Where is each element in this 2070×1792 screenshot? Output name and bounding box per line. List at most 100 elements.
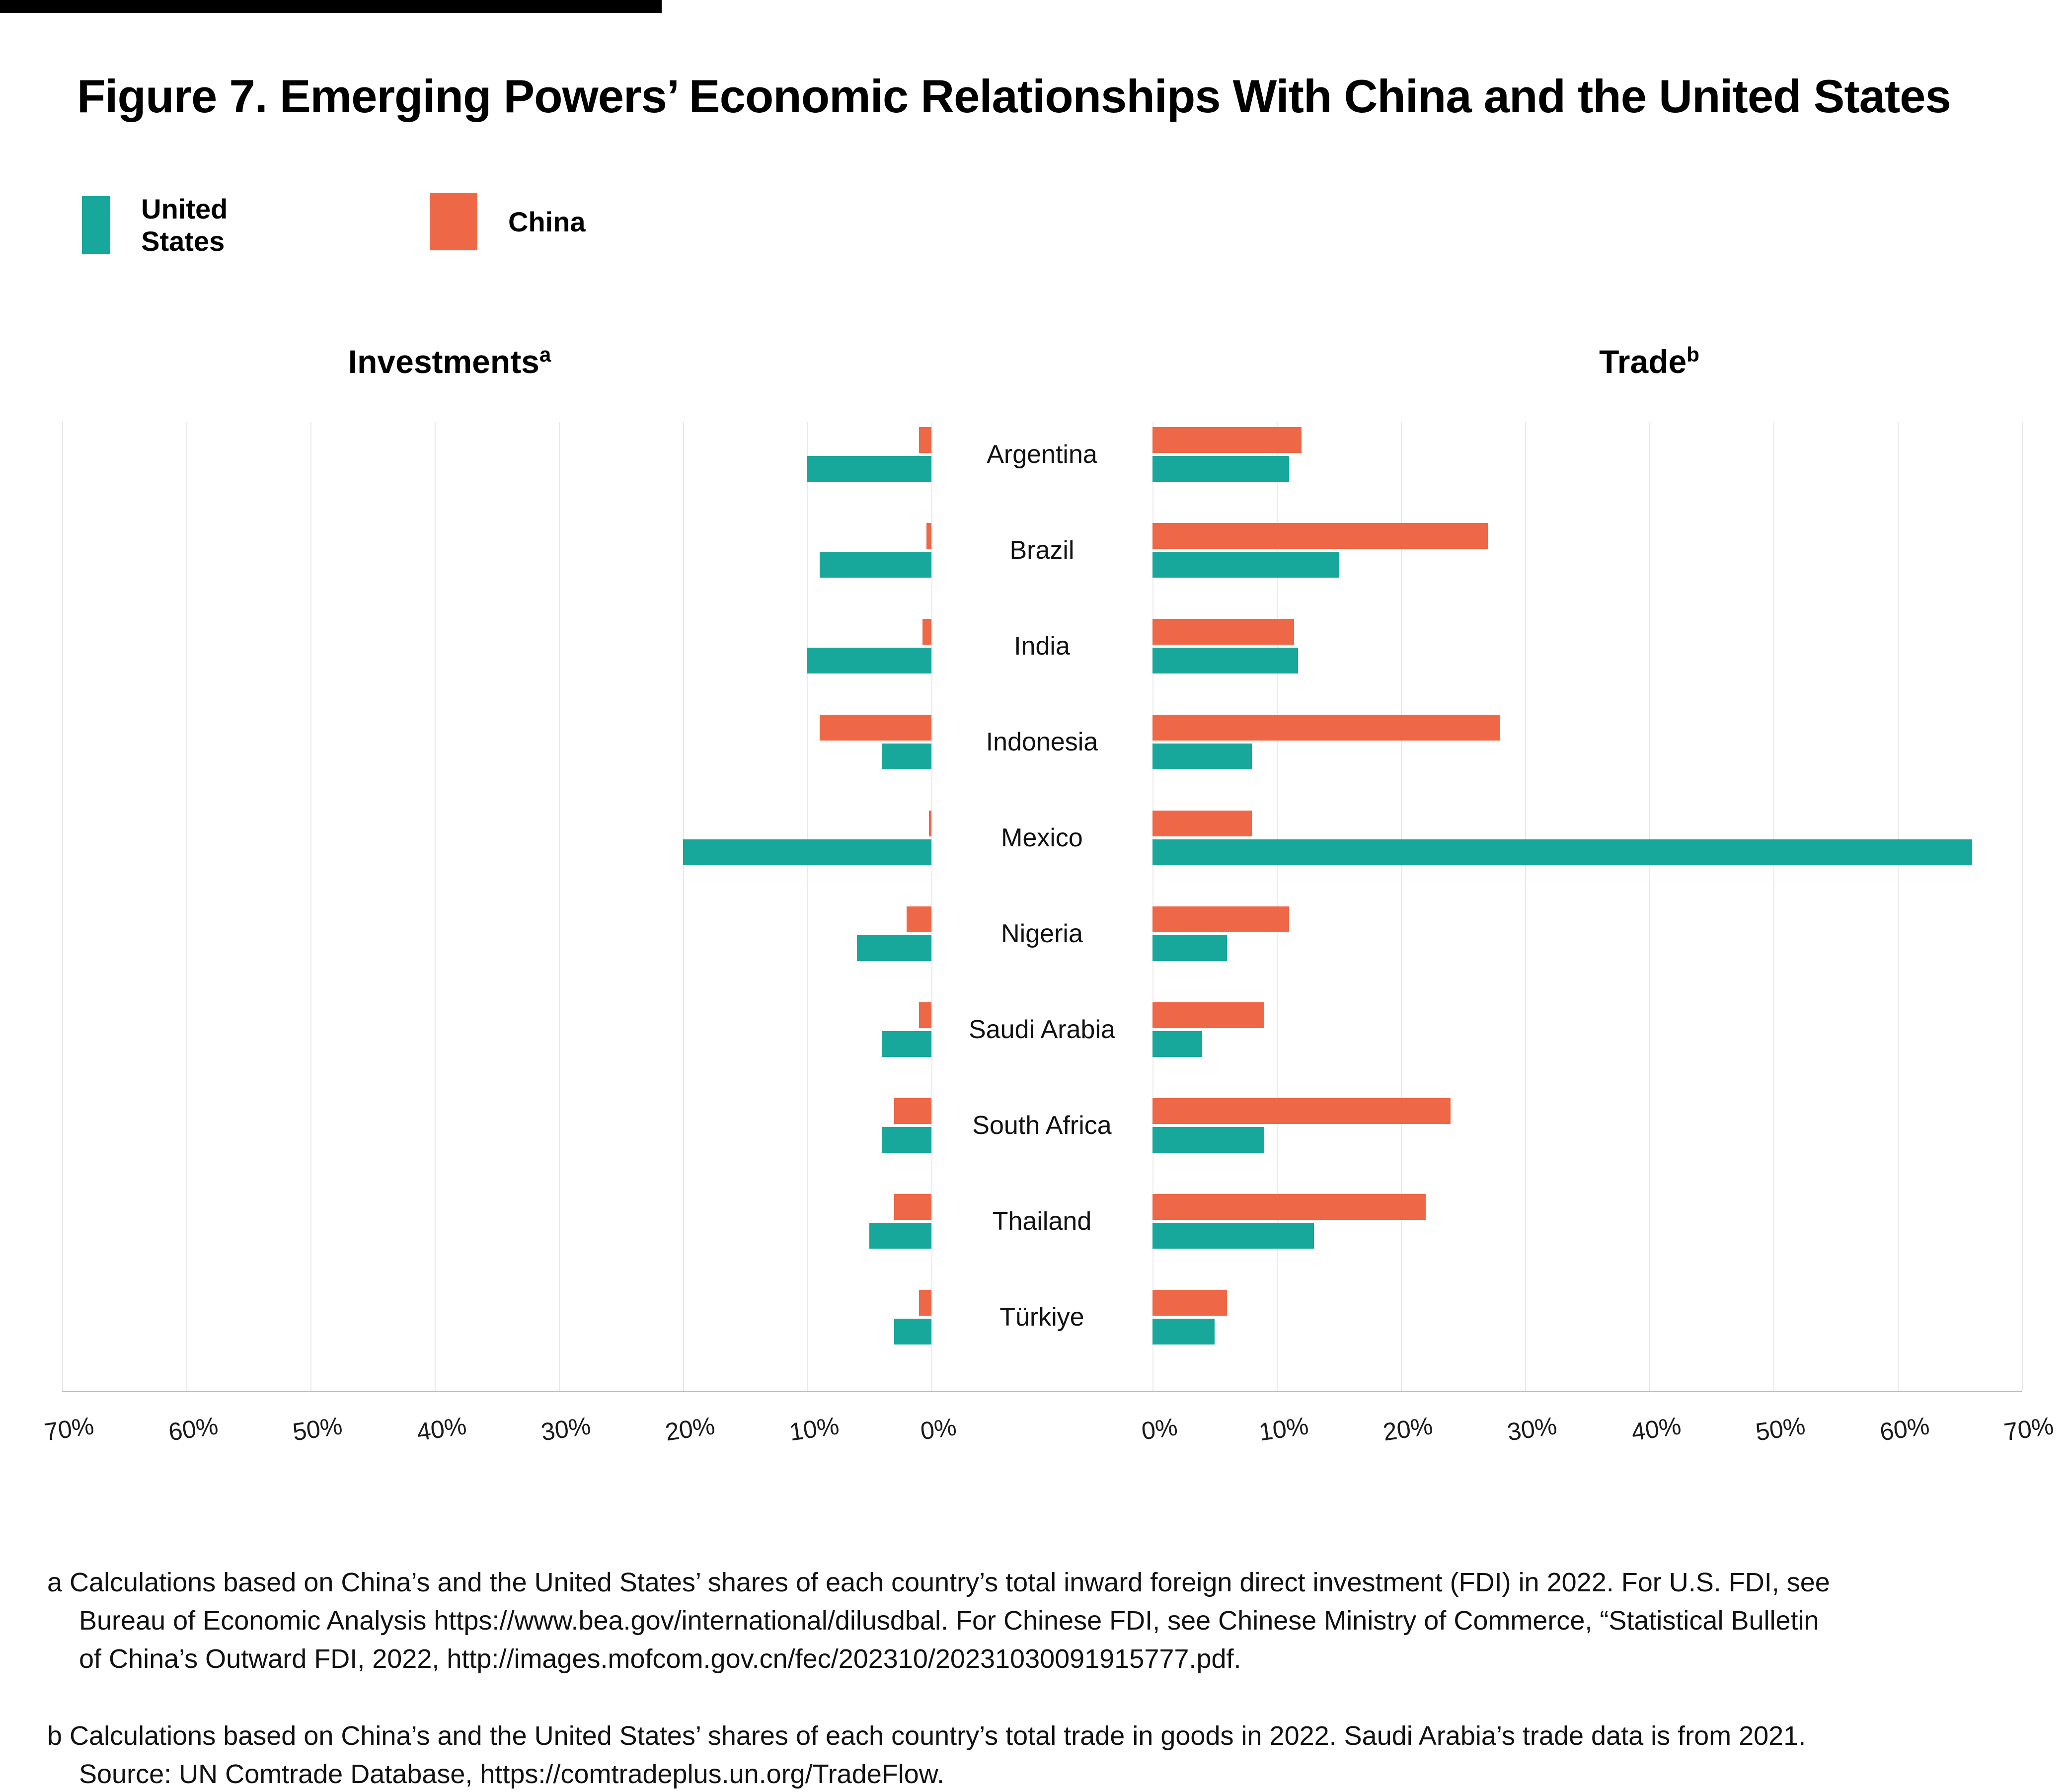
footnote-b-line-2: Source: UN Comtrade Database, https://co…: [79, 1759, 944, 1789]
country-label-india: India: [1014, 632, 1070, 661]
x-axis-baseline: [62, 1391, 2022, 1392]
bar-investments-united-states-mexico: [683, 839, 931, 865]
legend-item-united-states: United States: [82, 193, 247, 257]
gridline: [807, 422, 808, 1391]
legend-label-united-states: United States: [141, 193, 228, 257]
gridline: [1401, 422, 1402, 1391]
bar-trade-united-states-south-africa: [1152, 1127, 1264, 1153]
x-tick-investments: 70%: [42, 1412, 96, 1446]
gridline: [1898, 422, 1899, 1391]
bar-trade-china-south-africa: [1152, 1098, 1451, 1124]
bar-investments-united-states-indonesia: [882, 744, 931, 769]
x-tick-trade: 60%: [1878, 1412, 1931, 1446]
footnote-a-line-2: Bureau of Economic Analysis https://www.…: [79, 1606, 1819, 1636]
gridline: [1773, 422, 1774, 1391]
country-label-argentina: Argentina: [987, 440, 1097, 469]
country-label-south-africa: South Africa: [972, 1111, 1112, 1140]
bar-trade-united-states-india: [1152, 648, 1298, 673]
gridline: [1525, 422, 1526, 1391]
bar-trade-united-states-brazil: [1152, 552, 1339, 578]
bar-trade-united-states-saudi-arabia: [1152, 1031, 1202, 1057]
country-label-brazil: Brazil: [1009, 536, 1074, 565]
x-tick-trade: 20%: [1381, 1412, 1435, 1446]
footnotes: a Calculations based on China’s and the …: [47, 1564, 2029, 1792]
x-tick-investments: 0%: [919, 1413, 958, 1445]
x-tick-trade: 40%: [1629, 1412, 1683, 1446]
bar-trade-united-states-indonesia: [1152, 744, 1252, 769]
gridline: [931, 422, 932, 1391]
x-tick-trade: 30%: [1505, 1412, 1559, 1446]
china-swatch: [430, 193, 477, 250]
bar-investments-united-states-nigeria: [857, 935, 931, 961]
bar-trade-united-states-thailand: [1152, 1223, 1314, 1249]
bar-investments-united-states-argentina: [807, 456, 931, 482]
bar-investments-united-states-south-africa: [882, 1127, 931, 1153]
bar-investments-china-brazil: [926, 523, 931, 549]
x-tick-trade: 50%: [1754, 1412, 1807, 1446]
bar-investments-china-thailand: [894, 1194, 931, 1220]
x-tick-trade: 70%: [2002, 1412, 2056, 1446]
top-crop-bar: [0, 0, 662, 13]
x-tick-trade: 0%: [1140, 1413, 1179, 1445]
gridline: [186, 422, 187, 1391]
footnote-mark-b: b: [1687, 343, 1699, 366]
country-label-mexico: Mexico: [1001, 823, 1083, 852]
footnote-spacer: [47, 1678, 2029, 1717]
bar-investments-china-mexico: [929, 811, 931, 836]
bar-investments-united-states-türkiye: [894, 1319, 931, 1344]
bar-trade-china-saudi-arabia: [1152, 1002, 1264, 1028]
bar-trade-china-argentina: [1152, 427, 1302, 453]
x-tick-investments: 10%: [787, 1412, 841, 1446]
figure-title: Figure 7. Emerging Powers’ Economic Rela…: [77, 70, 1951, 122]
bar-trade-united-states-argentina: [1152, 456, 1289, 482]
bar-investments-china-türkiye: [919, 1290, 931, 1316]
bar-trade-china-nigeria: [1152, 906, 1289, 932]
bar-investments-united-states-india: [807, 648, 931, 673]
footnote-a-line-1: a Calculations based on China’s and the …: [47, 1568, 1830, 1597]
gridline: [62, 422, 63, 1391]
bar-trade-united-states-mexico: [1152, 839, 1972, 865]
investments-panel-header: Investmentsa: [348, 343, 551, 380]
bar-investments-united-states-brazil: [820, 552, 931, 578]
bar-trade-china-thailand: [1152, 1194, 1426, 1220]
gridline: [1649, 422, 1650, 1391]
legend-label-china: China: [508, 206, 586, 237]
trade-panel-header: Tradeb: [1599, 343, 1699, 380]
gridline: [435, 422, 436, 1391]
bar-trade-china-india: [1152, 619, 1294, 645]
x-tick-trade: 10%: [1257, 1412, 1310, 1446]
bar-investments-china-south-africa: [894, 1098, 931, 1124]
bar-investments-united-states-thailand: [869, 1223, 931, 1249]
x-tick-investments: 20%: [663, 1412, 717, 1446]
country-label-thailand: Thailand: [992, 1207, 1092, 1236]
united-states-swatch: [82, 196, 111, 254]
footnote-b-line-1: b Calculations based on China’s and the …: [47, 1721, 1806, 1751]
gridline: [683, 422, 684, 1391]
country-label-nigeria: Nigeria: [1001, 919, 1083, 948]
footnote-mark-a: a: [539, 343, 551, 366]
x-tick-investments: 40%: [415, 1412, 468, 1446]
legend-item-china: China: [430, 193, 586, 250]
bar-trade-china-indonesia: [1152, 715, 1500, 741]
bar-trade-china-türkiye: [1152, 1290, 1227, 1316]
gridline: [559, 422, 560, 1391]
footnote-a-line-3: of China’s Outward FDI, 2022, http://ima…: [79, 1644, 1241, 1674]
gridline: [310, 422, 311, 1391]
country-label-saudi-arabia: Saudi Arabia: [969, 1015, 1115, 1044]
gridline: [2022, 422, 2023, 1391]
x-tick-investments: 60%: [166, 1412, 220, 1446]
x-tick-investments: 30%: [539, 1412, 593, 1446]
bar-investments-china-saudi-arabia: [919, 1002, 931, 1028]
bar-investments-china-nigeria: [907, 906, 931, 932]
bar-investments-united-states-saudi-arabia: [882, 1031, 931, 1057]
bar-investments-china-indonesia: [820, 715, 931, 741]
x-tick-investments: 50%: [291, 1412, 344, 1446]
country-label-türkiye: Türkiye: [999, 1303, 1084, 1332]
bar-trade-china-mexico: [1152, 811, 1252, 836]
bar-investments-china-argentina: [919, 427, 931, 453]
bar-trade-china-brazil: [1152, 523, 1488, 549]
bar-trade-united-states-türkiye: [1152, 1319, 1215, 1344]
country-label-indonesia: Indonesia: [986, 728, 1098, 756]
bar-trade-united-states-nigeria: [1152, 935, 1227, 961]
